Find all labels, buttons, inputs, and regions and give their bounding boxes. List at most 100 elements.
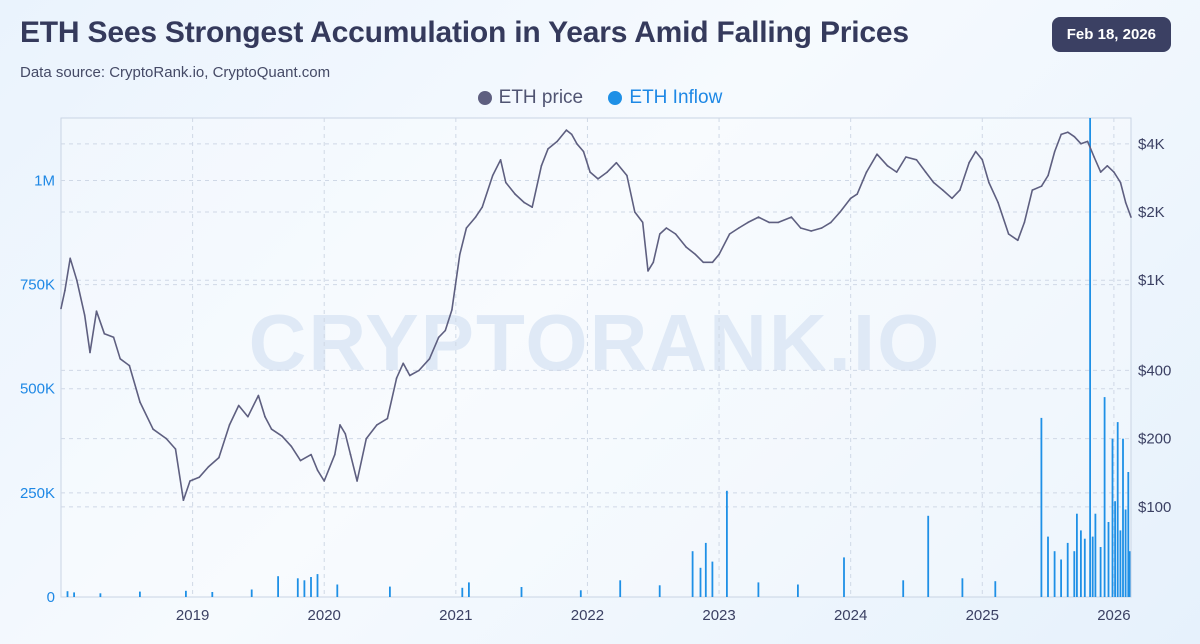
right-tick-label: $400 [1138,362,1171,379]
price-point [1067,131,1069,133]
inflow-bar [1127,472,1130,597]
price-point [83,314,86,317]
inflow-bar [211,592,214,597]
inflow-bar [1089,118,1091,597]
price-point [674,233,677,235]
price-point [281,435,283,438]
inflow-bar [139,591,141,597]
inflow-bar [303,580,306,597]
inflow-bar [1099,547,1102,597]
price-point [365,437,368,440]
price-point [685,246,687,248]
price-point [1099,171,1102,173]
inflow-bar [250,589,253,597]
legend-item-eth-inflow[interactable]: ETH Inflow [608,87,722,109]
price-point [876,153,878,155]
inflow-bar [1060,559,1062,597]
legend-dot-inflow-icon [608,91,623,105]
inflow-bar [66,591,69,597]
price-point [64,289,66,292]
price-point [395,377,398,379]
price-point [641,221,644,224]
price-point [959,189,961,191]
price-point [189,480,191,482]
price-point [290,445,293,448]
price-point [576,143,578,145]
data-source-subtitle: Data source: CryptoRank.io, CryptoQuant.… [20,64,331,81]
inflow-bar [1119,530,1122,597]
inflow-bar [797,584,799,597]
price-point [981,159,984,161]
price-point [951,197,953,200]
price-point [103,333,106,335]
price-point [428,358,431,360]
price-point [60,307,62,310]
price-point [499,159,502,161]
inflow-bar [927,515,930,597]
inflow-bar [1076,513,1078,597]
legend-label-eth-price: ETH price [498,87,584,108]
inflow-bar [389,586,391,597]
price-point [915,159,918,161]
price-point [119,358,121,360]
price-point [777,221,780,224]
inflow-bar [711,561,714,597]
price-point [264,415,266,418]
legend-item-eth-price[interactable]: ETH price [477,87,584,109]
price-point [69,257,71,260]
inflow-bar [757,582,760,597]
price-point [198,476,200,479]
x-tick-label: 2025 [966,607,999,624]
price-point [1040,185,1043,187]
price-point [1080,143,1082,145]
price-point [582,150,585,153]
inflow-bar [99,593,102,597]
price-point [1047,174,1049,177]
price-point [465,227,468,229]
inflow-bar [1094,513,1097,597]
price-point [437,336,440,339]
inflow-bar [1116,422,1119,597]
price-point [942,189,944,191]
price-point [647,270,649,272]
price-point [820,227,823,229]
right-tick-label: $200 [1138,431,1171,448]
price-point [839,211,841,213]
x-tick-label: 2022 [571,607,604,624]
price-point [974,150,977,153]
left-axis: 0 250K 500K 750K 1M [20,172,55,606]
right-axis: $100 $200 $400 $1K $2K $4K [1138,136,1171,516]
price-point [738,227,740,229]
price-point [474,216,477,218]
inflow-bar [843,557,845,597]
inflow-bar [520,587,523,597]
x-tick-label: 2020 [308,607,341,624]
inflow-bar [658,585,661,597]
price-point [505,181,507,184]
chart-title: ETH Sees Strongest Accumulation in Years… [20,16,909,49]
price-point [747,221,749,224]
price-point [409,374,411,377]
date-badge: Feb 18, 2026 [1051,17,1171,52]
price-point [1106,165,1109,167]
price-point [728,233,731,235]
inflow-bar [699,567,702,597]
left-tick-label: 1M [34,172,55,189]
inflow-bar [961,578,964,597]
price-point [356,480,358,482]
price-point [757,216,760,218]
price-point [589,171,591,173]
price-point [1031,189,1034,191]
left-tick-label: 250K [20,485,55,502]
price-point [402,362,405,365]
right-tick-label: $100 [1138,499,1171,516]
price-point [270,428,273,431]
inflow-bar [1047,536,1049,597]
x-axis: 2019 2020 2021 2022 2023 2024 2025 2026 [176,607,1131,624]
price-point [451,309,453,311]
price-point [615,161,618,164]
right-tick-label: $4K [1138,136,1165,153]
price-point [1119,181,1122,184]
price-point [376,424,378,426]
